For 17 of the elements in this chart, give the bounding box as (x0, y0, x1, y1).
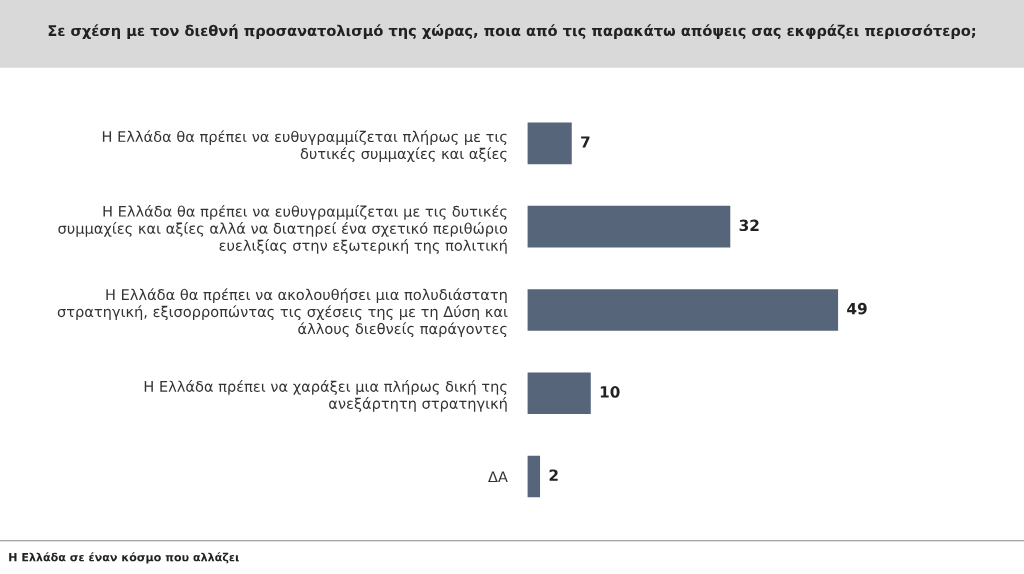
bar (527, 289, 839, 331)
y-tick-label: Η Ελλάδα πρέπει να χαράξει μια πλήρως δική της ανεξάρτητη στρατηγική (144, 380, 507, 412)
y-tick-label: Η Ελλάδα θα πρέπει να ευθυγραμμίζεται πλήρως με τις δυτικές συμμαχίες και αξίες (102, 130, 507, 162)
data-label: 7 (581, 136, 590, 148)
data-label: 2 (549, 469, 558, 481)
y-tick-label: Η Ελλάδα θα πρέπει να ευθυγραμμίζεται με τις δυτικές συμμαχίες και αξίες αλλά να διατηρεί ένα σχετικό περιθώριο ευελιξίας στην εξωτερική της πολιτική (58, 204, 508, 254)
data-label: 49 (847, 302, 867, 315)
text: Η Ελλάδα σε έναν κόσμο που αλλάζει (9, 552, 239, 564)
bar (527, 455, 541, 498)
y-tick-label: Η Ελλάδα θα πρέπει να ακολουθήσει μια πολυδιάστατη στρατηγική, εξισορροπώντας τις σχέσεις της με τη Δύση και άλλους διεθνείς παράγοντες (57, 288, 508, 338)
bar (527, 372, 591, 415)
chart-title: Σε σχέση με τον διεθνή προσανατολισμό της χώρας, ποια από τις παρακάτω απόψεις σας εκφράζει περισσότερο; (48, 24, 976, 39)
y-tick-label: ΔΑ (488, 471, 508, 483)
bar (527, 205, 731, 248)
data-label: 10 (600, 386, 620, 398)
bar (527, 122, 572, 165)
data-label: 32 (739, 219, 759, 232)
